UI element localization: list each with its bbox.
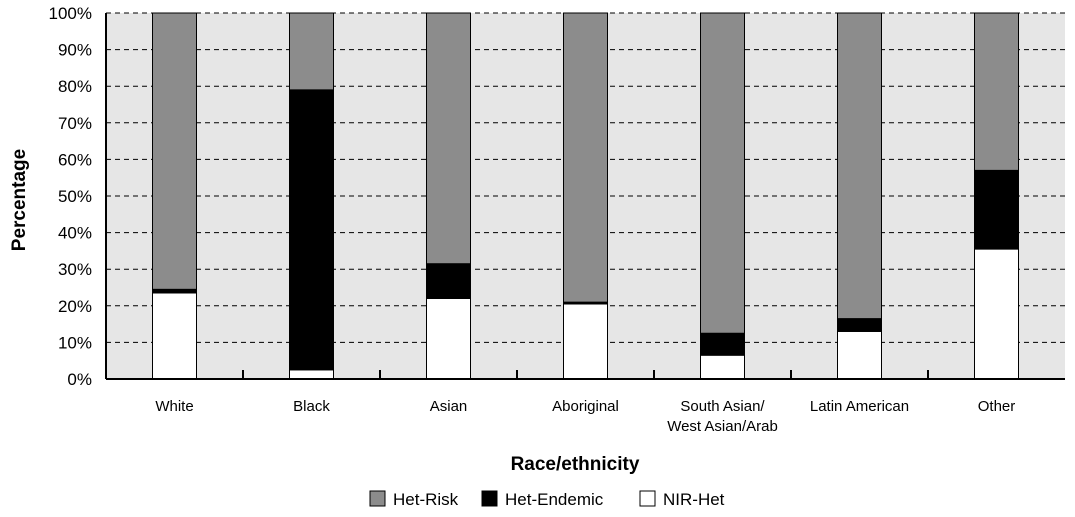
- bar-segment: [426, 263, 471, 299]
- y-tick-label: 30%: [58, 260, 92, 279]
- y-tick-label: 50%: [58, 187, 92, 206]
- y-tick-label: 100%: [49, 4, 92, 23]
- x-tick-label: Aboriginal: [552, 398, 619, 415]
- x-tick-label: Black: [293, 398, 330, 415]
- bar-group: [426, 12, 471, 380]
- bar-group: [974, 12, 1019, 380]
- legend-item: Het-Endemic: [481, 490, 604, 509]
- y-axis-ticks: 0% 10% 20% 30% 40% 50% 60% 70% 80% 90% 100%: [49, 4, 92, 389]
- legend-item: NIR-Het: [639, 490, 725, 509]
- plot-area: [105, 12, 1065, 380]
- bar-segment: [289, 369, 334, 380]
- x-tick-label: Asian: [430, 398, 468, 415]
- bar-group: [289, 12, 334, 380]
- bar-segment: [426, 297, 471, 380]
- x-tick-label: Latin American: [810, 398, 909, 415]
- bar-group: [837, 12, 882, 380]
- bar-segment: [974, 169, 1019, 250]
- bar-segment: [289, 12, 334, 91]
- bar-group: [700, 12, 745, 380]
- bar-segment: [837, 12, 882, 320]
- x-tick-label: Other: [978, 398, 1016, 415]
- y-tick-label: 20%: [58, 297, 92, 316]
- bar-segment: [837, 330, 882, 380]
- bar-segment: [152, 12, 197, 290]
- bar-group: [563, 12, 608, 380]
- legend: Het-Risk Het-Endemic NIR-Het: [369, 490, 725, 509]
- bar-segment: [563, 12, 608, 303]
- y-tick-label: 10%: [58, 333, 92, 352]
- x-axis-ticks: White Black Asian Aboriginal South Asian/Wes…: [155, 398, 1015, 435]
- legend-label: Het-Endemic: [505, 490, 604, 509]
- y-tick-label: 40%: [58, 224, 92, 243]
- bar-segment: [837, 318, 882, 332]
- legend-item: Het-Risk: [369, 490, 459, 509]
- y-tick-label: 0%: [67, 370, 92, 389]
- y-tick-label: 70%: [58, 114, 92, 133]
- bar-segment: [700, 12, 745, 334]
- bar-segment: [289, 89, 334, 371]
- bar-segment: [700, 354, 745, 380]
- y-axis-title: Percentage: [9, 149, 30, 251]
- legend-label: Het-Risk: [393, 490, 459, 509]
- bar-segment: [152, 288, 197, 294]
- y-tick-label: 60%: [58, 150, 92, 169]
- bar-segment: [974, 248, 1019, 380]
- y-tick-label: 80%: [58, 77, 92, 96]
- bar-group: [152, 12, 197, 380]
- x-tick-label: South Asian/West Asian/Arab: [667, 398, 778, 435]
- bar-segment: [152, 292, 197, 380]
- legend-swatch: [481, 490, 498, 507]
- legend-swatch: [369, 490, 386, 507]
- x-tick-label: White: [155, 398, 193, 415]
- x-axis-title: Race/ethnicity: [511, 454, 640, 475]
- bar-segment: [563, 303, 608, 380]
- y-tick-label: 90%: [58, 41, 92, 60]
- bar-segment: [974, 12, 1019, 171]
- legend-label: NIR-Het: [663, 490, 725, 509]
- bar-segment: [700, 332, 745, 356]
- legend-swatch: [639, 490, 656, 507]
- bar-segment: [426, 12, 471, 265]
